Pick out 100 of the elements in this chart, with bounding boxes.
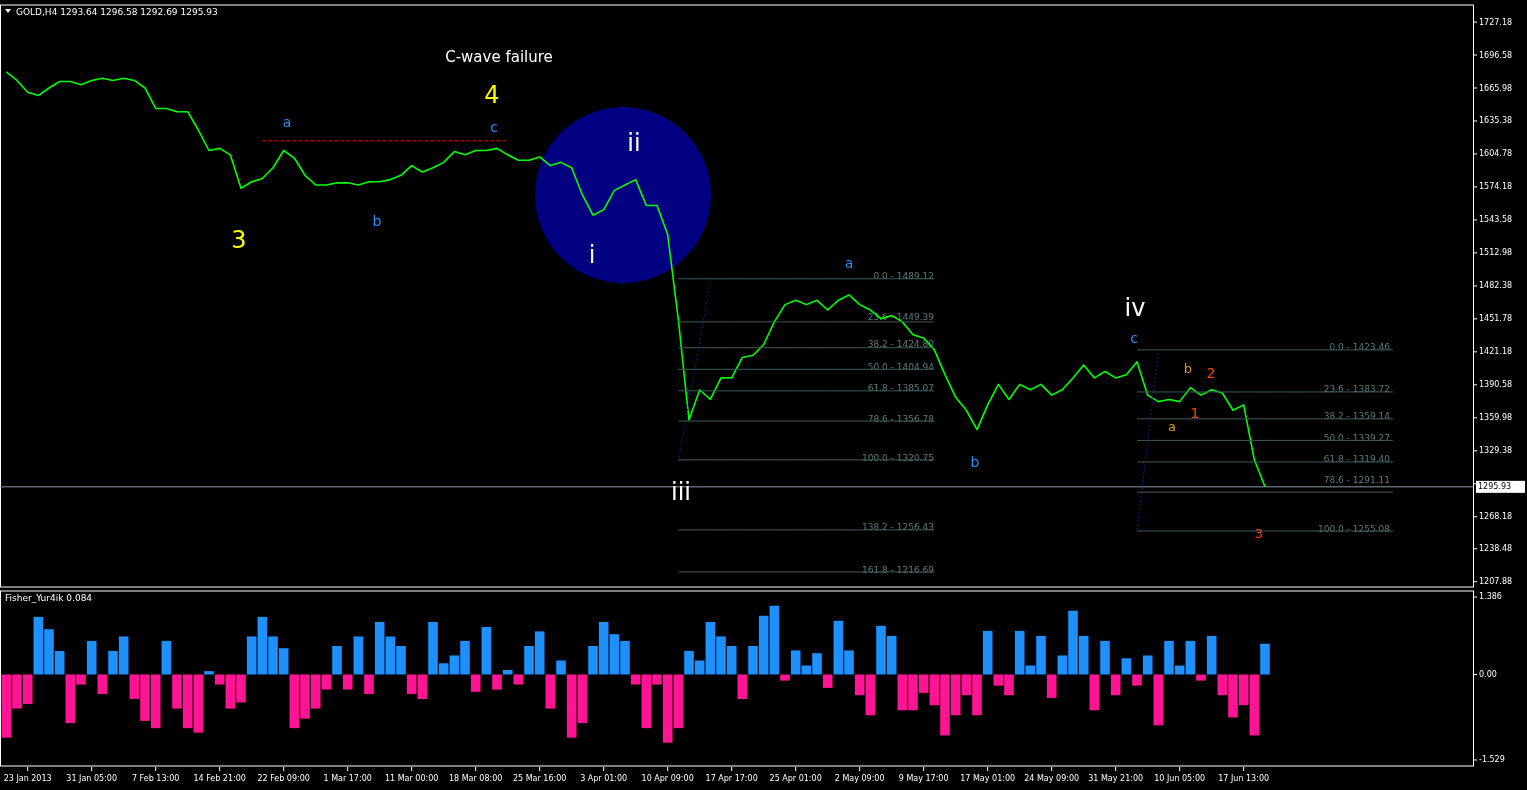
x-tick-label: 31 May 21:00	[1088, 773, 1144, 783]
bar	[193, 674, 204, 733]
y-tick-label: 1604.78	[1479, 149, 1513, 159]
chart-title: GOLD,H4 1293.64 1296.58 1292.69 1295.93	[16, 7, 218, 17]
bar	[1089, 674, 1100, 711]
annotation: iv	[1124, 294, 1146, 322]
y-tick-label: 0.00	[1479, 669, 1497, 679]
annotation: 1	[1190, 405, 1200, 421]
bar	[1046, 674, 1057, 698]
bar	[1132, 674, 1142, 686]
bar	[204, 671, 214, 675]
bar	[737, 674, 748, 700]
bar	[86, 640, 97, 675]
x-tick-label: 24 May 09:00	[1024, 773, 1080, 783]
x-tick-label: 17 Jun 13:00	[1218, 773, 1270, 783]
annotation: ii	[627, 129, 641, 157]
bar	[374, 621, 385, 675]
bar	[1196, 674, 1206, 681]
bar	[822, 674, 833, 688]
x-tick-label: 25 Mar 16:00	[512, 773, 567, 783]
y-tick-label: 1727.18	[1479, 17, 1513, 27]
bar	[1153, 674, 1164, 726]
bar	[854, 674, 865, 696]
annotation: 3	[231, 226, 247, 254]
bar	[1206, 635, 1217, 675]
annotation: c	[1130, 330, 1138, 346]
annotation: 0.0 - 1423.46	[1329, 342, 1391, 352]
x-tick-label: 2 May 09:00	[834, 773, 885, 783]
x-tick-label: 11 Mar 00:00	[384, 773, 439, 783]
annotation: b	[1183, 360, 1193, 376]
y-tick-label: 1451.78	[1479, 314, 1513, 324]
annotation: b	[372, 213, 382, 229]
y-tick-label: 1512.98	[1479, 248, 1513, 258]
y-tick-label: 1390.58	[1479, 380, 1513, 390]
annotation: 2	[1206, 365, 1216, 381]
annotation: a	[1168, 418, 1176, 434]
y-tick-label: 1421.18	[1479, 347, 1513, 357]
annotation: C-wave failure	[445, 48, 553, 66]
bar	[481, 626, 492, 675]
annotation: 61.8 - 1319.40	[1323, 454, 1391, 464]
bar	[417, 674, 428, 700]
bar	[556, 660, 566, 675]
x-tick-label: 25 Apr 01:00	[769, 773, 822, 783]
annotation: 100.0 - 1320.75	[862, 453, 934, 463]
x-tick-label: 3 Apr 01:00	[580, 773, 628, 783]
y-tick-label: 1574.18	[1479, 182, 1513, 192]
bar	[364, 674, 374, 695]
annotation: 61.8 - 1385.07	[867, 383, 934, 393]
annotation: 4	[484, 81, 500, 109]
y-tick-label: 1359.98	[1479, 413, 1513, 423]
annotation: a	[282, 114, 292, 130]
y-tick-label: 1207.88	[1479, 577, 1513, 587]
bar	[1185, 640, 1196, 675]
y-tick-label: 1543.58	[1479, 215, 1513, 225]
bar	[513, 674, 524, 685]
bar	[470, 674, 481, 692]
bar	[332, 645, 342, 675]
y-tick-label: 1665.98	[1479, 83, 1513, 93]
bar	[577, 674, 588, 724]
x-tick-label: 7 Feb 13:00	[131, 773, 180, 783]
bar	[982, 630, 993, 675]
bar	[161, 640, 172, 675]
y-tick-label: 1696.58	[1479, 50, 1513, 60]
y-tick-label: 1238.48	[1479, 544, 1513, 554]
annotation: 78.6 - 1356.78	[867, 414, 935, 424]
bar	[1249, 674, 1260, 736]
annotation: 78.6 - 1291.11	[1323, 475, 1390, 485]
bar	[630, 674, 641, 685]
bar	[1014, 630, 1025, 675]
bar	[97, 674, 108, 695]
bar	[673, 674, 684, 729]
y-tick-label: -1.529	[1479, 755, 1505, 765]
bar	[406, 674, 417, 695]
bar	[566, 674, 577, 738]
annotation: 161.8 - 1216.69	[862, 565, 935, 575]
y-tick-label: 1635.38	[1479, 116, 1513, 126]
annotation: iii	[670, 478, 692, 506]
annotation: 100.0 - 1255.08	[1318, 524, 1391, 534]
annotation: 3	[1254, 525, 1264, 541]
bar	[1260, 643, 1270, 675]
annotation: c	[490, 119, 498, 135]
bar	[492, 674, 502, 690]
annotation: 0.0 - 1489.12	[873, 271, 934, 281]
annotation: 38.2 - 1359.14	[1323, 411, 1391, 421]
annotation: b	[970, 454, 980, 470]
annotation: a	[844, 255, 854, 271]
bar	[342, 674, 353, 690]
bar	[1110, 674, 1121, 696]
y-tick-label: 1482.38	[1479, 281, 1513, 291]
bar	[865, 674, 876, 716]
bar	[545, 674, 556, 709]
x-tick-label: 22 Feb 09:00	[257, 773, 310, 783]
y-tick-label: 1329.38	[1479, 446, 1513, 456]
bar	[1142, 655, 1153, 675]
y-tick-label: 1268.18	[1479, 512, 1513, 522]
x-tick-label: 31 Jan 05:00	[66, 773, 117, 783]
x-tick-label: 1 Mar 17:00	[323, 773, 372, 783]
x-tick-label: 17 May 01:00	[960, 773, 1016, 783]
bar	[246, 636, 257, 675]
bar	[1100, 640, 1110, 675]
